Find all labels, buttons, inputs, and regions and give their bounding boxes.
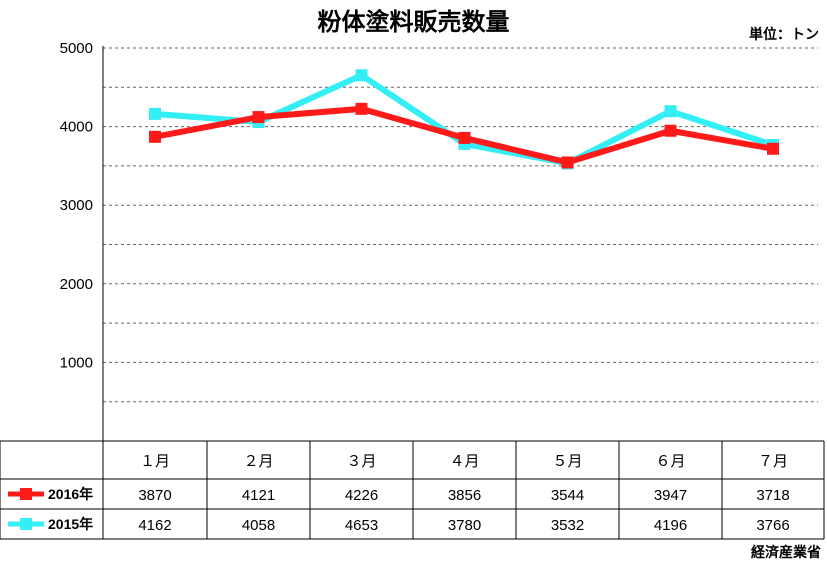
data-point — [149, 107, 161, 120]
x-category-label: ７月 — [758, 453, 788, 470]
data-label: 4058 — [242, 517, 275, 534]
data-point — [767, 142, 779, 155]
data-point — [458, 131, 471, 144]
y-tick-label: 5000 — [60, 40, 93, 57]
data-label: 4226 — [345, 487, 378, 504]
data-label: 3544 — [551, 487, 584, 504]
data-point — [355, 102, 368, 115]
data-label: 4121 — [242, 487, 275, 504]
source-label: 経済産業省 — [751, 545, 821, 561]
unit-label: 単位：トン — [749, 27, 819, 43]
legend-label: 2015年 — [48, 516, 93, 532]
data-point — [664, 105, 677, 118]
x-category-label: １月 — [140, 453, 170, 470]
data-label: 4162 — [138, 517, 171, 534]
x-category-label: ６月 — [655, 453, 685, 470]
data-point — [252, 111, 265, 124]
x-category-label: ３月 — [346, 453, 376, 470]
legend-marker — [20, 518, 32, 530]
data-point — [355, 69, 368, 82]
data-label: 3718 — [756, 487, 789, 504]
data-point — [561, 156, 574, 169]
chart-title: 粉体塗料販売数量 — [317, 8, 510, 36]
data-label: 3870 — [138, 487, 171, 504]
data-label: 3947 — [654, 487, 687, 504]
x-category-label: ５月 — [552, 453, 582, 470]
legend-label: 2016年 — [48, 486, 93, 502]
y-tick-label: 1000 — [60, 354, 93, 371]
data-label: 3532 — [551, 517, 584, 534]
y-tick-label: 3000 — [60, 197, 93, 214]
x-category-label: ２月 — [243, 453, 273, 470]
data-label: 3766 — [756, 517, 789, 534]
y-tick-label: 4000 — [60, 119, 93, 136]
legend-marker — [20, 488, 32, 500]
data-point — [664, 124, 677, 137]
data-point — [149, 130, 161, 143]
y-tick-label: 2000 — [60, 276, 93, 293]
data-label: 4196 — [654, 517, 687, 534]
data-label: 4653 — [345, 517, 378, 534]
data-label: 3780 — [448, 517, 481, 534]
x-category-label: ４月 — [449, 453, 479, 470]
data-label: 3856 — [448, 487, 481, 504]
